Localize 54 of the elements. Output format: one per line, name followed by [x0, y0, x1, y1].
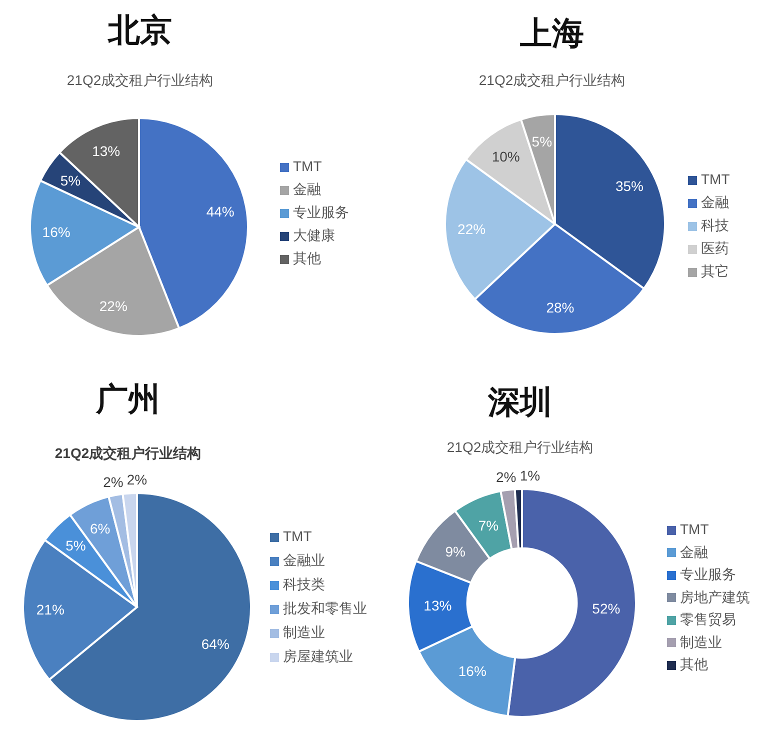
chart-title: 深圳 [486, 384, 553, 420]
data-label: 22% [99, 298, 128, 314]
data-label: 1% [520, 468, 540, 484]
legend-label: 金融 [293, 181, 321, 197]
data-label: 2% [126, 472, 148, 488]
chart-subtitle: 21Q2成交租户行业结构 [54, 445, 202, 461]
data-label: 2% [496, 469, 516, 485]
legend-label: 金融 [701, 194, 729, 210]
data-label: 7% [478, 518, 499, 534]
data-label: 64% [201, 636, 230, 652]
data-label: 5% [60, 172, 81, 188]
legend-label: 其他 [293, 250, 321, 266]
data-label: 6% [90, 520, 110, 537]
data-label: 5% [532, 133, 552, 150]
legend-label: 房屋建筑业 [283, 648, 353, 664]
data-label: 52% [592, 600, 620, 616]
legend-label: 专业服务 [293, 204, 349, 220]
legend-label: 其他 [680, 656, 708, 672]
legend-label: TMT [283, 528, 312, 544]
chart-title: 广州 [94, 381, 161, 417]
data-label: 22% [458, 221, 486, 238]
chart-subtitle: 21Q2成交租户行业结构 [66, 72, 214, 88]
legend-label: TMT [293, 158, 322, 174]
legend-label: 批发和零售业 [283, 600, 367, 616]
legend-label: 其它 [701, 263, 729, 279]
legend-label: 制造业 [680, 634, 722, 650]
legend-label: 房地产建筑 [680, 588, 750, 604]
data-label: 5% [66, 538, 86, 554]
legend-label: 医药 [701, 240, 729, 256]
data-label: 44% [206, 203, 234, 220]
legend-label: 零售贸易 [680, 611, 736, 627]
chart-subtitle: 21Q2成交租户行业结构 [446, 439, 594, 455]
legend-label: 制造业 [283, 624, 325, 640]
legend-label: 金融 [680, 544, 708, 560]
data-label: 28% [546, 299, 574, 316]
legend-label: TMT [680, 521, 709, 537]
legend-label: 专业服务 [680, 566, 736, 582]
chart-title: 北京 [106, 12, 173, 48]
chart-subtitle: 21Q2成交租户行业结构 [478, 72, 626, 88]
data-label: 16% [42, 224, 70, 240]
legend-label: 大健康 [293, 227, 335, 243]
chart-title: 上海 [519, 15, 585, 51]
data-label: 9% [445, 543, 466, 560]
data-label: 10% [492, 148, 520, 164]
legend-label: TMT [701, 171, 730, 187]
data-label: 21% [36, 602, 64, 618]
data-label: 2% [103, 474, 124, 490]
data-label: 35% [615, 178, 644, 194]
legend-label: 科技 [701, 217, 729, 233]
data-label: 13% [424, 598, 452, 614]
data-label: 16% [458, 663, 486, 680]
data-label: 13% [92, 142, 120, 159]
legend-label: 金融业 [283, 552, 325, 568]
legend-label: 科技类 [283, 576, 325, 592]
